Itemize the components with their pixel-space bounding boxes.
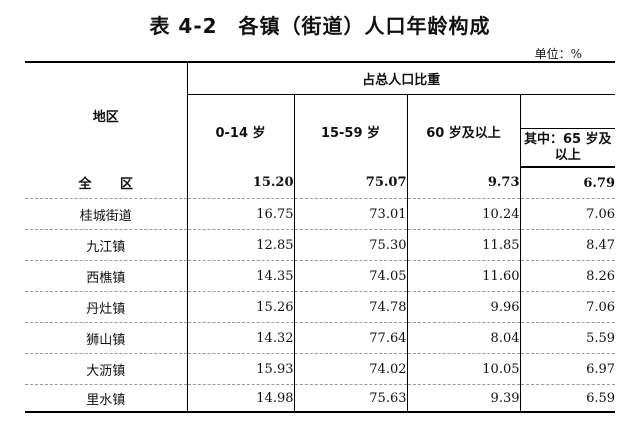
- value-cell: 9.73: [407, 167, 521, 199]
- header-spacer: [520, 94, 616, 129]
- value-cell: 15.26: [187, 291, 295, 323]
- region-cell: 九江镇: [25, 229, 188, 261]
- value-cell: 8.26: [519, 260, 616, 292]
- value-cell: 14.35: [187, 260, 295, 292]
- header-group: 占总人口比重: [187, 62, 616, 95]
- region-cell: 大沥镇: [25, 353, 188, 385]
- value-cell: 74.05: [294, 260, 408, 292]
- table-row: 狮山镇 14.32 77.64 8.04 5.59: [25, 322, 616, 354]
- value-cell: 77.64: [294, 322, 408, 354]
- value-cell: 75.63: [294, 384, 408, 412]
- value-cell: 16.75: [187, 198, 295, 230]
- value-cell: 74.02: [294, 353, 408, 385]
- value-cell: 74.78: [294, 291, 408, 323]
- region-cell: 里水镇: [25, 384, 188, 412]
- header-age-60-plus: 60 岁及以上: [407, 94, 521, 167]
- value-cell: 75.30: [294, 229, 408, 261]
- value-cell: 8.04: [407, 322, 521, 354]
- value-cell: 11.85: [407, 229, 521, 261]
- value-cell: 75.07: [294, 167, 408, 199]
- header-age-0-14: 0-14 岁: [187, 94, 295, 167]
- value-cell: 8.47: [519, 229, 616, 261]
- region-cell: 西樵镇: [25, 260, 188, 292]
- value-cell: 14.32: [187, 322, 295, 354]
- value-cell: 7.06: [519, 291, 616, 323]
- region-cell: 桂城街道: [25, 198, 188, 230]
- value-cell: 15.93: [187, 353, 295, 385]
- table-row: 全 区 15.20 75.07 9.73 6.79: [25, 167, 616, 199]
- value-cell: 9.96: [407, 291, 521, 323]
- value-cell: 5.59: [519, 322, 616, 354]
- value-cell: 6.59: [519, 384, 616, 412]
- value-cell: 11.60: [407, 260, 521, 292]
- header-age-15-59: 15-59 岁: [294, 94, 408, 167]
- region-cell: 全 区: [25, 167, 188, 199]
- value-cell: 7.06: [519, 198, 616, 230]
- value-cell: 9.39: [407, 384, 521, 412]
- header-region: 地区: [25, 62, 188, 167]
- value-cell: 6.97: [519, 353, 616, 385]
- unit-label: 单位：%: [534, 47, 582, 61]
- value-cell: 10.24: [407, 198, 521, 230]
- table-row: 九江镇 12.85 75.30 11.85 8.47: [25, 229, 616, 261]
- region-cell: 狮山镇: [25, 322, 188, 354]
- table-body: 全 区 15.20 75.07 9.73 6.79 桂城街道 16.75 73.01 10.24…: [25, 167, 616, 412]
- value-cell: 15.20: [187, 167, 295, 199]
- table-row: 大沥镇 15.93 74.02 10.05 6.97: [25, 353, 616, 385]
- value-cell: 14.98: [187, 384, 295, 412]
- table-row: 丹灶镇 15.26 74.78 9.96 7.06: [25, 291, 616, 323]
- table-row: 里水镇 14.98 75.63 9.39 6.59: [25, 384, 616, 412]
- value-cell: 10.05: [407, 353, 521, 385]
- table-row: 西樵镇 14.35 74.05 11.60 8.26: [25, 260, 616, 292]
- header-age-65-plus: 其中：65 岁及以上: [519, 128, 616, 168]
- population-age-table: 地区 占总人口比重 0-14 岁 15-59 岁 60 岁及以上 其中：65 岁…: [25, 61, 616, 413]
- table-title: 表 4-2 各镇（街道）人口年龄构成: [149, 14, 491, 38]
- value-cell: 73.01: [294, 198, 408, 230]
- region-cell: 丹灶镇: [25, 291, 188, 323]
- value-cell: 12.85: [187, 229, 295, 261]
- table-row: 桂城街道 16.75 73.01 10.24 7.06: [25, 198, 616, 230]
- value-cell: 6.79: [519, 167, 616, 199]
